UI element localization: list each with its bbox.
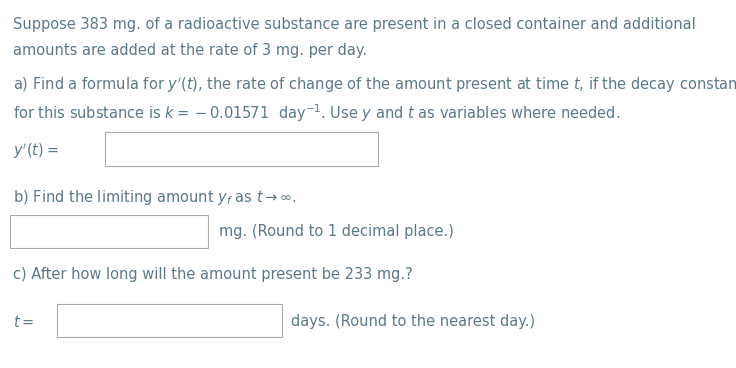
FancyBboxPatch shape	[10, 215, 208, 248]
Text: for this substance is $k = -0.01571\ \ \mathrm{day}^{-1}$. Use $y$ and $t$ as va: for this substance is $k = -0.01571\ \ \…	[13, 102, 620, 124]
Text: amounts are added at the rate of 3 mg. per day.: amounts are added at the rate of 3 mg. p…	[13, 43, 367, 59]
Text: mg. (Round to 1 decimal place.): mg. (Round to 1 decimal place.)	[219, 224, 454, 240]
Text: $y'(t) =$: $y'(t) =$	[13, 142, 59, 161]
Text: $t =$: $t =$	[13, 314, 35, 329]
FancyBboxPatch shape	[105, 132, 378, 166]
Text: a) Find a formula for $y'(t)$, the rate of change of the amount present at time : a) Find a formula for $y'(t)$, the rate …	[13, 75, 736, 95]
FancyBboxPatch shape	[57, 304, 282, 337]
Text: b) Find the limiting amount $y_f$ as $t \rightarrow \infty$.: b) Find the limiting amount $y_f$ as $t …	[13, 188, 297, 208]
Text: c) After how long will the amount present be 233 mg.?: c) After how long will the amount presen…	[13, 267, 413, 282]
Text: Suppose 383 mg. of a radioactive substance are present in a closed container and: Suppose 383 mg. of a radioactive substan…	[13, 17, 696, 32]
Text: days. (Round to the nearest day.): days. (Round to the nearest day.)	[291, 314, 535, 329]
